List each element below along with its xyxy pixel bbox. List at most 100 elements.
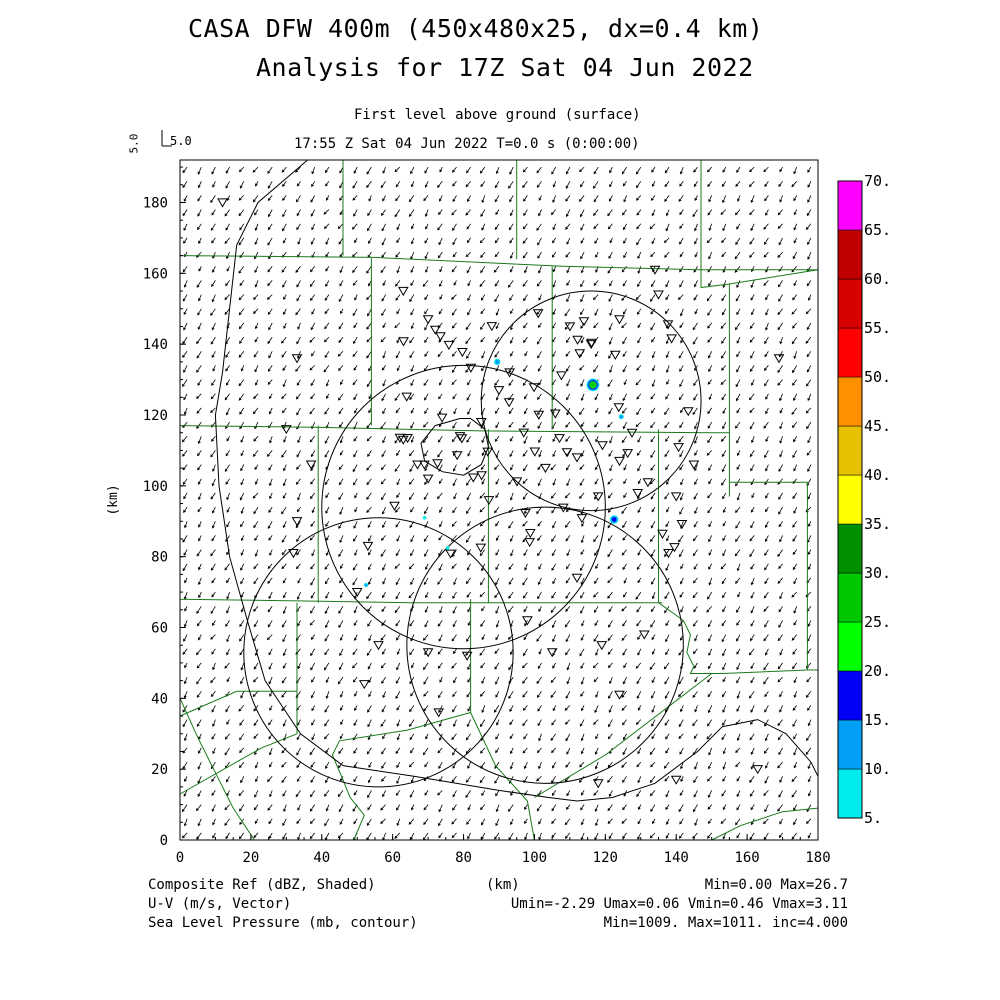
wind-vector <box>708 251 713 260</box>
wind-vector <box>183 308 188 315</box>
wind-vector <box>182 478 188 485</box>
wind-vector <box>224 237 230 245</box>
wind-vector <box>609 436 613 444</box>
wind-vector <box>424 251 429 260</box>
wind-vector <box>651 634 656 641</box>
station-marker <box>663 549 674 559</box>
wind-vector <box>438 591 443 599</box>
wind-vector <box>195 251 202 258</box>
station-marker <box>576 514 588 524</box>
wind-vector <box>495 606 500 614</box>
wind-vector <box>494 181 500 189</box>
wind-vector <box>309 818 315 824</box>
wind-vector <box>296 379 301 386</box>
wind-vector <box>736 620 741 626</box>
wind-vector <box>353 336 358 345</box>
wind-vector <box>537 662 542 669</box>
wind-vector <box>325 251 330 258</box>
wind-vector <box>268 818 273 825</box>
y-axis-label: (km) <box>106 484 121 515</box>
wind-vector <box>453 648 457 655</box>
wind-vector <box>651 591 656 600</box>
wind-vector <box>807 761 812 770</box>
wind-vector <box>607 549 613 558</box>
wind-vector <box>750 308 755 316</box>
station-marker <box>291 517 303 527</box>
wind-vector <box>267 280 273 287</box>
wind-vector <box>736 804 741 811</box>
wind-vector <box>253 521 259 529</box>
wind-vector <box>722 421 727 430</box>
wind-vector <box>340 776 344 782</box>
wind-vector <box>240 691 245 699</box>
wind-vector <box>608 705 613 713</box>
wind-vector <box>409 464 415 473</box>
wind-vector <box>793 223 798 231</box>
colorbar-band <box>837 768 863 819</box>
wind-vector <box>268 322 273 331</box>
wind-vector <box>565 761 571 768</box>
station-marker <box>529 447 541 457</box>
wind-vector <box>694 436 698 444</box>
wind-vector <box>523 591 528 599</box>
station-marker <box>642 478 654 488</box>
wind-vector <box>324 436 330 444</box>
wind-vector <box>595 691 599 698</box>
wind-vector <box>609 166 613 174</box>
wind-vector <box>480 336 486 343</box>
wind-vector <box>367 251 372 258</box>
wind-vector <box>607 223 613 230</box>
wind-vector <box>226 379 230 386</box>
station-marker <box>280 425 292 435</box>
wind-vector <box>296 747 301 756</box>
wind-vector <box>198 634 202 641</box>
colorbar-band <box>837 572 863 623</box>
wind-vector <box>509 747 514 755</box>
wind-vector <box>465 464 471 471</box>
wind-vector <box>466 563 471 571</box>
wind-vector <box>508 223 514 231</box>
wind-vector <box>210 549 216 557</box>
wind-vector <box>282 223 287 232</box>
wind-vector <box>749 251 755 258</box>
wind-vector <box>651 237 656 245</box>
colorbar-label: 30. <box>864 564 891 582</box>
wind-vector <box>309 804 316 812</box>
wind-vector <box>479 521 486 527</box>
wind-vector <box>451 733 457 741</box>
wind-vector <box>736 691 741 699</box>
wind-vector <box>680 577 684 585</box>
wind-vector <box>210 450 216 458</box>
wind-vector <box>622 407 627 414</box>
wind-vector <box>481 351 486 359</box>
wind-vector <box>182 719 188 728</box>
wind-vector <box>509 237 514 244</box>
wind-vector <box>368 761 372 768</box>
wind-vector <box>607 421 613 428</box>
wind-vector <box>424 464 429 472</box>
wind-vector <box>538 322 542 329</box>
wind-vector <box>509 450 514 458</box>
wind-vector <box>721 790 727 797</box>
wind-vector <box>424 336 429 343</box>
wind-vector <box>608 832 613 840</box>
wind-vector <box>650 620 656 628</box>
wind-vector <box>750 577 755 586</box>
wind-vector <box>382 591 386 599</box>
wind-vector <box>650 421 656 429</box>
wind-vector <box>495 407 500 414</box>
wind-vector <box>806 209 812 217</box>
station-marker <box>475 418 487 428</box>
wind-vector <box>367 662 372 670</box>
wind-vector <box>736 223 741 230</box>
wind-vector <box>240 506 245 514</box>
wind-vector <box>224 393 230 401</box>
wind-vector <box>395 591 401 600</box>
wind-vector <box>579 464 585 470</box>
wind-vector <box>649 662 656 670</box>
wind-vector <box>183 492 188 500</box>
wind-vector <box>183 393 188 401</box>
wind-vector <box>382 521 386 529</box>
wind-vector <box>637 733 642 740</box>
wind-vector <box>665 832 670 839</box>
